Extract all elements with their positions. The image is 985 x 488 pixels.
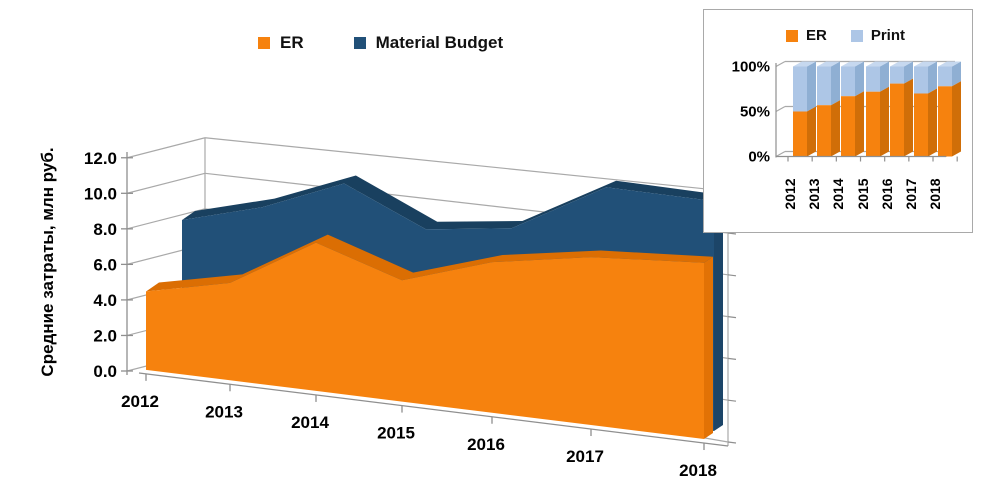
inset-bar-top: [793, 61, 816, 67]
right-wall-tick: [727, 441, 737, 444]
x-tick-label: 2013: [205, 402, 243, 421]
inset-x-tick-label: 2018: [927, 178, 943, 209]
y-tick-label: 6.0: [93, 255, 117, 274]
inset-bar-print: [866, 66, 880, 92]
inset-x-tick-label: 2015: [855, 178, 871, 209]
inset-legend-label-er: ER: [806, 27, 827, 44]
inset-bar-er: [817, 105, 831, 157]
inset-chart-plot: 0% 50% 100% 2012 2013 2014 2015 2016 2017 2018: [732, 59, 961, 210]
inset-x-tick-label: 2013: [806, 178, 822, 209]
y-tick-label: 10.0: [84, 184, 117, 203]
inset-x-tick-label: 2014: [830, 178, 846, 209]
y-axis-title: Средние затраты, млн руб.: [38, 147, 57, 377]
inset-bar-side-er: [807, 106, 816, 157]
left-wall-gridline: [126, 137, 206, 159]
legend-label-material-budget: Material Budget: [375, 33, 504, 52]
x-tick-label: 2018: [679, 461, 717, 480]
inset-bar-er: [793, 111, 807, 157]
inset-bar-er: [890, 83, 904, 157]
inset-wall-stub: [775, 150, 786, 158]
legend-swatch-material-budget: [353, 37, 366, 49]
inset-bar-top: [841, 61, 864, 67]
inset-x-tick-label: 2012: [782, 178, 798, 209]
legend-swatch-er: [258, 37, 270, 49]
back-wall-gridline: [204, 137, 729, 192]
inset-bar-side-er: [904, 78, 913, 157]
right-wall-tick: [727, 274, 737, 277]
inset-bar-er: [914, 93, 928, 157]
x-axis-line: [138, 372, 729, 447]
inset-bar-er: [866, 91, 880, 157]
inset-bar-side-print: [952, 61, 961, 87]
inset-bar-print: [817, 66, 831, 106]
inset-legend-label-print: Print: [870, 27, 906, 44]
area-front-face: [146, 242, 704, 440]
inset-bar-side-print: [904, 61, 913, 84]
inset-bar-side-print: [880, 61, 889, 92]
inset-bar-print: [793, 66, 807, 112]
inset-stacked-bar-chart: 0% 50% 100% 2012 2013 2014 2015 2016 2017 2018 ER…: [703, 9, 973, 233]
inset-bar-er: [938, 86, 952, 157]
y-tick-label: 12.0: [84, 149, 117, 168]
inset-bar-side-print: [928, 61, 937, 94]
x-tick-label: 2016: [467, 435, 505, 454]
inset-y-tick-label: 50%: [740, 104, 770, 121]
y-tick-label: 4.0: [93, 291, 117, 310]
inset-x-tick-label: 2017: [903, 178, 919, 209]
inset-bar-side-er: [855, 91, 864, 157]
inset-wall-stub: [775, 60, 786, 68]
area-side-face: [704, 256, 713, 440]
inset-bar-side-er: [880, 86, 889, 157]
inset-x-tick-label: 2016: [879, 178, 895, 209]
inset-bar-er: [841, 96, 855, 157]
right-wall-tick: [727, 399, 737, 402]
x-tick-label: 2017: [566, 447, 604, 466]
area-top-rim: [182, 175, 723, 230]
inset-bar-top: [938, 61, 961, 67]
inset-chart-legend: ER Print: [786, 27, 905, 44]
inset-bar-top: [914, 61, 937, 67]
left-wall-gridline: [126, 172, 206, 194]
main-chart-legend: ER Material Budget: [258, 33, 503, 53]
legend-label-er: ER: [280, 33, 304, 52]
inset-bar-print: [890, 66, 904, 84]
inset-bar-side-er: [928, 88, 937, 157]
inset-bar-side-print: [807, 61, 816, 112]
inset-bar-top: [890, 61, 913, 67]
inset-bar-side-print: [855, 61, 864, 97]
inset-bar-side-er: [831, 100, 840, 157]
left-wall-gridline: [126, 208, 206, 230]
inset-bar-top: [866, 61, 889, 67]
inset-y-tick-label: 100%: [732, 59, 770, 76]
y-tick-label: 2.0: [93, 326, 117, 345]
inset-bar-side-er: [952, 81, 961, 157]
x-tick-label: 2014: [291, 413, 329, 432]
x-tick-label: 2012: [121, 392, 159, 411]
inset-wall-stub: [775, 105, 786, 113]
inset-legend-swatch-er: [786, 29, 798, 42]
x-tick-label: 2015: [377, 424, 415, 443]
right-wall-tick: [727, 232, 737, 235]
right-wall-tick: [727, 357, 737, 360]
inset-legend-swatch-print: [850, 29, 863, 42]
inset-y-tick-label: 0%: [748, 149, 770, 166]
area-side-face: [714, 195, 723, 432]
inset-bar-side-print: [831, 61, 840, 106]
inset-bar-top: [817, 61, 840, 67]
inset-bar-print: [914, 66, 928, 94]
inset-bar-print: [938, 66, 952, 87]
y-tick-label: 8.0: [93, 220, 117, 239]
right-wall-tick: [727, 316, 737, 319]
inset-bar-print: [841, 66, 855, 97]
y-tick-label: 0.0: [93, 362, 117, 381]
